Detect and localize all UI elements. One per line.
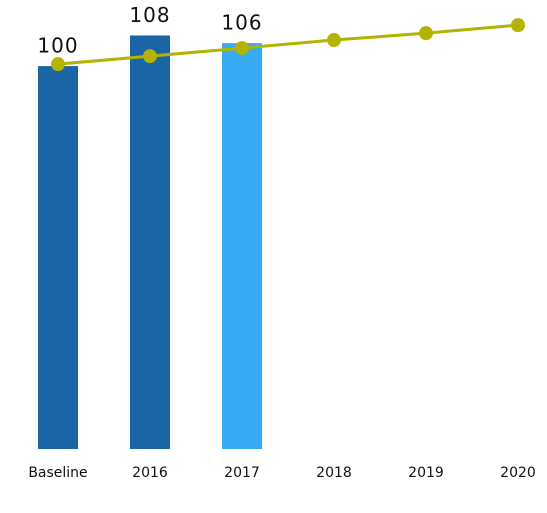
- x-tick-label: Baseline: [28, 465, 87, 481]
- data-label: 108: [129, 3, 170, 27]
- marker: [235, 41, 249, 56]
- line: [57, 23, 519, 66]
- x-tick-label: 2017: [224, 465, 260, 481]
- x-tick-label: 2019: [408, 465, 444, 481]
- marker: [143, 49, 157, 64]
- x-tick-label: 2016: [132, 465, 168, 481]
- marker: [51, 57, 65, 72]
- marker: [511, 18, 525, 33]
- bar: [130, 35, 170, 449]
- data-label: 100: [37, 34, 78, 58]
- marker: [327, 33, 341, 48]
- marker: [419, 26, 433, 41]
- x-tick-label: 2018: [316, 465, 352, 481]
- bar: [222, 43, 262, 449]
- bar: [38, 66, 78, 449]
- data-label: 106: [221, 11, 262, 35]
- x-tick-label: 2020: [500, 465, 536, 481]
